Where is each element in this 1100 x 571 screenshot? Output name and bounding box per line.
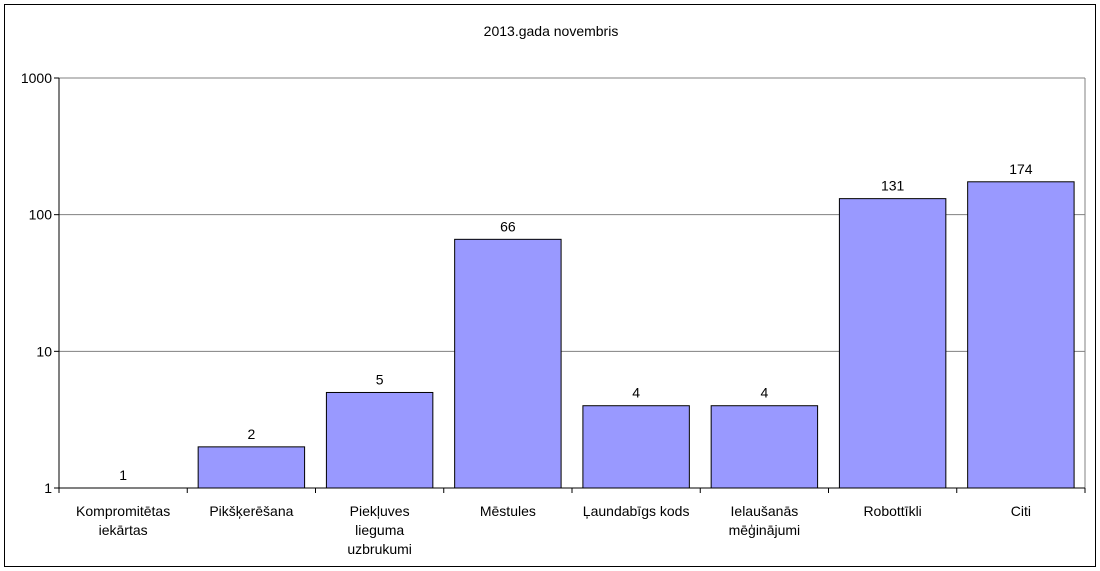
- x-category-label: Piekļuves lieguma uzbrukumi: [347, 503, 412, 557]
- x-category-label-line: Pikšķerēšana: [209, 503, 293, 519]
- y-tick-label: 1: [44, 480, 52, 496]
- x-category-label: Mēstules: [480, 503, 536, 519]
- x-category-label-line: iekārtas: [99, 522, 148, 538]
- bar: [838, 198, 947, 489]
- bar: [582, 405, 690, 489]
- y-tick-labels: 1 10 100 1000: [21, 70, 52, 496]
- x-category-label-line: lieguma: [355, 522, 404, 538]
- y-tick-label: 10: [36, 343, 52, 359]
- x-category-label-line: Robottīkli: [863, 503, 921, 519]
- data-label: 4: [632, 385, 640, 401]
- data-label: 4: [760, 385, 768, 401]
- x-category-label-line: mēģinājumi: [729, 522, 801, 538]
- y-tick-label: 1000: [21, 70, 52, 86]
- x-category-labels: Kompromitētas iekārtas Pikšķerēšana Piekļuv…: [76, 503, 1031, 557]
- x-category-label-line: uzbrukumi: [347, 541, 412, 557]
- bar: [197, 446, 306, 489]
- data-label: 5: [376, 371, 384, 387]
- data-labels: 1 2 5 66 4 4 131 174: [119, 161, 1033, 483]
- chart-title: 2013.gada novembris: [484, 23, 619, 39]
- x-category-label: Ļaundabīgs kods: [583, 503, 690, 519]
- bars: [197, 181, 1075, 489]
- bar: [454, 238, 562, 489]
- x-category-label: Ielaušanās mēģinājumi: [729, 503, 801, 538]
- bar: [967, 181, 1075, 489]
- chart-frame: 2013.gada novembris 1 10 100 1000 Kompromit…: [4, 4, 1096, 567]
- x-category-label: Pikšķerēšana: [209, 503, 293, 519]
- x-category-label-line: Ļaundabīgs kods: [583, 503, 690, 519]
- data-label: 66: [500, 218, 516, 234]
- axes: [54, 77, 1086, 493]
- x-category-label-line: Mēstules: [480, 503, 536, 519]
- data-label: 174: [1009, 161, 1033, 177]
- bar-chart: 2013.gada novembris 1 10 100 1000 Kompromit…: [21, 23, 1086, 557]
- data-label: 2: [247, 426, 255, 442]
- data-label: 131: [881, 178, 905, 194]
- x-category-label-line: Ielaušanās: [731, 503, 799, 519]
- x-category-label-line: Kompromitētas: [76, 503, 170, 519]
- y-tick-label: 100: [29, 207, 53, 223]
- x-category-label: Citi: [1011, 503, 1031, 519]
- x-category-label: Robottīkli: [863, 503, 921, 519]
- x-category-label-line: Piekļuves: [350, 503, 410, 519]
- x-category-label-line: Citi: [1011, 503, 1031, 519]
- bar: [710, 405, 819, 489]
- x-category-label: Kompromitētas iekārtas: [76, 503, 170, 538]
- data-label: 1: [119, 467, 127, 483]
- bar: [325, 391, 434, 489]
